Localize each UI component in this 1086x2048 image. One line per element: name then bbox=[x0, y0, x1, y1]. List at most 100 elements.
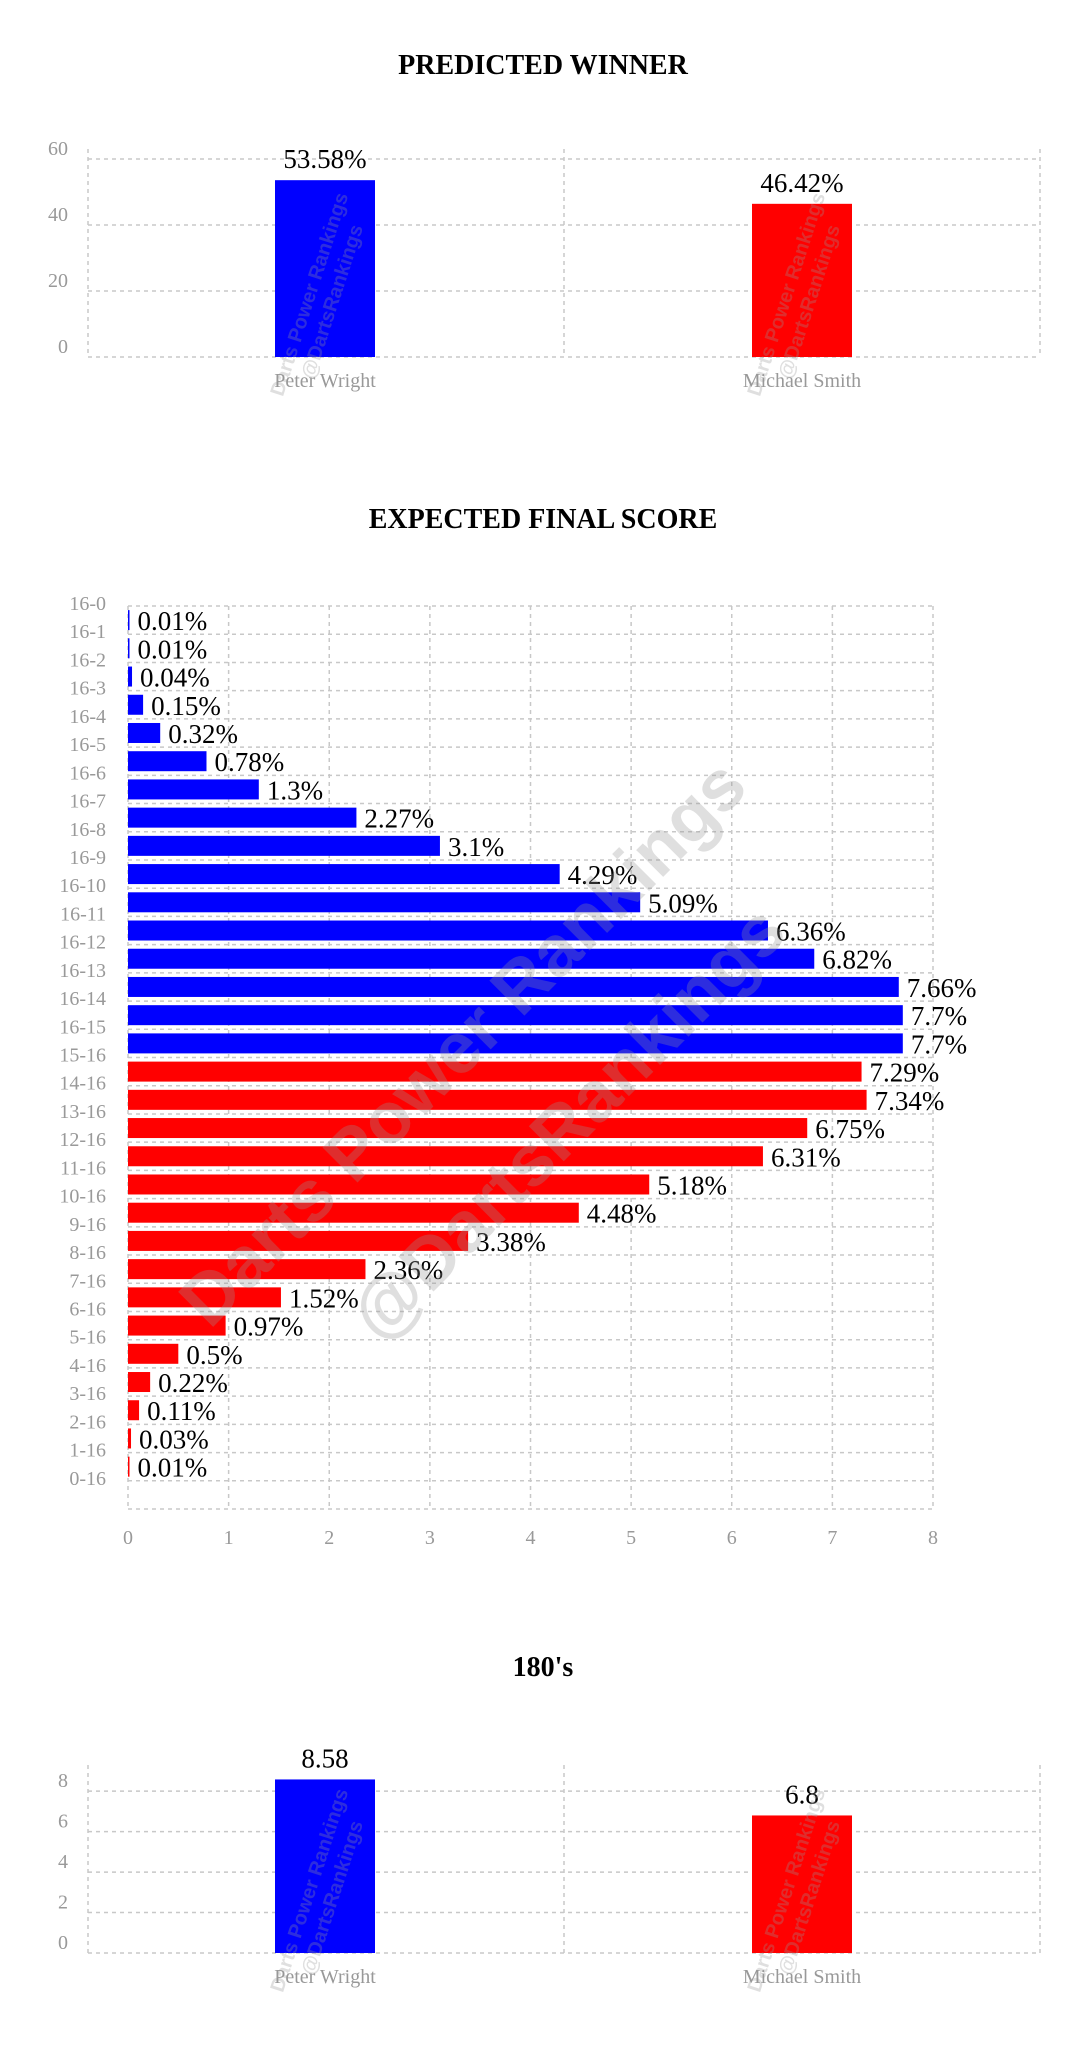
data-label-2-16: 0.03% bbox=[139, 1424, 209, 1454]
y-tick-label-15-16: 15-16 bbox=[59, 1045, 106, 1067]
bar-2-16 bbox=[128, 1428, 132, 1449]
x-tick-label: 5 bbox=[626, 1527, 636, 1549]
x-tick-label-peter-wright: Peter Wright bbox=[274, 370, 376, 392]
data-label-peter-wright: 8.58 bbox=[301, 1743, 348, 1773]
bar-12-16 bbox=[128, 1146, 763, 1167]
bar-10-16 bbox=[128, 1202, 579, 1223]
data-label-1-16: 0.01% bbox=[138, 1453, 208, 1483]
y-tick-label-16-6: 16-6 bbox=[69, 762, 106, 784]
data-label-3-16: 0.11% bbox=[147, 1396, 216, 1426]
bar-16-5 bbox=[128, 751, 207, 772]
data-label-9-16: 3.38% bbox=[476, 1227, 546, 1257]
chart-expected-final-score: 0 1 2 3 4 5 6 7 8 16-0 0.01% 16-1 0.01% 16-2 0.04% 16-3… bbox=[59, 593, 977, 1549]
y-tick-label-2-16: 2-16 bbox=[69, 1411, 106, 1433]
y-tick-label-3-16: 3-16 bbox=[69, 1383, 106, 1405]
y-tick-label-16-10: 16-10 bbox=[59, 875, 106, 897]
chart-title-expected-final-score: EXPECTED FINAL SCORE bbox=[368, 504, 718, 535]
data-label-16-14: 7.7% bbox=[911, 1001, 967, 1031]
y-tick-label-16-14: 16-14 bbox=[59, 988, 106, 1010]
y-tick-label: 4 bbox=[58, 1851, 68, 1873]
bar-16-14 bbox=[128, 1005, 903, 1026]
x-tick-label-michael-smith: Michael Smith bbox=[743, 370, 861, 392]
bar-16-6 bbox=[128, 779, 259, 800]
bar-peter-wright bbox=[275, 1779, 375, 1953]
data-label-15-16: 7.29% bbox=[870, 1058, 940, 1088]
data-label-peter-wright: 53.58% bbox=[283, 144, 366, 174]
bar-16-12 bbox=[128, 948, 815, 969]
y-tick-label-16-5: 16-5 bbox=[69, 734, 106, 756]
data-label-16-5: 0.78% bbox=[214, 747, 284, 777]
data-label-16-10: 5.09% bbox=[648, 888, 718, 918]
y-tick-label-12-16: 12-16 bbox=[59, 1129, 106, 1151]
y-tick-label-1-16: 1-16 bbox=[69, 1440, 106, 1462]
bar-16-4 bbox=[128, 722, 161, 743]
bar-16-1 bbox=[128, 638, 130, 659]
y-tick-label-16-15: 16-15 bbox=[59, 1016, 106, 1038]
y-tick-label-9-16: 9-16 bbox=[69, 1214, 106, 1236]
y-tick-label-16-0: 16-0 bbox=[69, 593, 106, 615]
bar-8-16 bbox=[128, 1259, 366, 1280]
x-tick-label: 7 bbox=[827, 1527, 837, 1549]
bar-16-15 bbox=[128, 1033, 903, 1054]
y-tick-label-6-16: 6-16 bbox=[69, 1298, 106, 1320]
data-label-16-15: 7.7% bbox=[911, 1029, 967, 1059]
data-label-7-16: 1.52% bbox=[289, 1283, 359, 1313]
y-tick-label-7-16: 7-16 bbox=[69, 1270, 106, 1292]
y-tick-label: 40 bbox=[48, 204, 68, 226]
bar-7-16 bbox=[128, 1287, 281, 1308]
y-tick-label: 6 bbox=[58, 1811, 68, 1833]
bar-peter-wright bbox=[275, 180, 375, 357]
data-label-16-3: 0.15% bbox=[151, 691, 221, 721]
x-tick-label: 1 bbox=[224, 1527, 234, 1549]
y-tick-label: 2 bbox=[58, 1892, 68, 1914]
data-label-16-12: 6.82% bbox=[822, 945, 892, 975]
bar-9-16 bbox=[128, 1230, 469, 1251]
data-label-14-16: 7.34% bbox=[875, 1086, 945, 1116]
y-tick-label-5-16: 5-16 bbox=[69, 1327, 106, 1349]
bar-16-11 bbox=[128, 920, 768, 941]
y-tick-label-16-13: 16-13 bbox=[59, 960, 106, 982]
data-label-13-16: 6.75% bbox=[815, 1114, 885, 1144]
data-label-4-16: 0.22% bbox=[158, 1368, 228, 1398]
x-tick-label: 2 bbox=[324, 1527, 334, 1549]
y-tick-label-10-16: 10-16 bbox=[59, 1186, 106, 1208]
y-tick-label: 20 bbox=[48, 270, 68, 292]
y-tick-label-16-2: 16-2 bbox=[69, 649, 106, 671]
data-label-5-16: 0.5% bbox=[186, 1340, 242, 1370]
bar-1-16 bbox=[128, 1456, 130, 1477]
bar-michael-smith bbox=[752, 1815, 852, 1953]
x-tick-label-peter-wright: Peter Wright bbox=[274, 1966, 376, 1988]
data-label-16-0: 0.01% bbox=[138, 606, 208, 636]
y-tick-label-0-16: 0-16 bbox=[69, 1468, 106, 1490]
bar-6-16 bbox=[128, 1315, 226, 1336]
bar-5-16 bbox=[128, 1343, 179, 1364]
data-label-16-9: 4.29% bbox=[568, 860, 638, 890]
y-tick-label: 0 bbox=[58, 336, 68, 358]
data-label-16-13: 7.66% bbox=[907, 973, 977, 1003]
data-label-11-16: 5.18% bbox=[657, 1170, 727, 1200]
data-label-10-16: 4.48% bbox=[587, 1199, 657, 1229]
x-tick-label-michael-smith: Michael Smith bbox=[743, 1966, 861, 1988]
bar-16-8 bbox=[128, 835, 440, 856]
y-tick-label-4-16: 4-16 bbox=[69, 1355, 106, 1377]
y-tick-label-11-16: 11-16 bbox=[60, 1157, 106, 1179]
data-label-16-1: 0.01% bbox=[138, 634, 208, 664]
y-tick-label-14-16: 14-16 bbox=[59, 1073, 106, 1095]
chart-title-predicted-winner: PREDICTED WINNER bbox=[398, 50, 688, 81]
y-tick-label: 0 bbox=[58, 1932, 68, 1954]
y-tick-label-16-9: 16-9 bbox=[69, 847, 106, 869]
chart-title-180s: 180's bbox=[512, 1652, 574, 1683]
data-label-16-11: 6.36% bbox=[776, 917, 846, 947]
y-tick-label-16-7: 16-7 bbox=[69, 791, 106, 813]
y-tick-label-13-16: 13-16 bbox=[59, 1101, 106, 1123]
bar-14-16 bbox=[128, 1089, 867, 1110]
y-tick-label-16-3: 16-3 bbox=[69, 678, 106, 700]
data-label-8-16: 2.36% bbox=[373, 1255, 443, 1285]
x-tick-label: 3 bbox=[425, 1527, 435, 1549]
data-label-16-4: 0.32% bbox=[168, 719, 238, 749]
data-label-michael-smith: 46.42% bbox=[760, 168, 843, 198]
y-tick-label-16-1: 16-1 bbox=[69, 621, 106, 643]
data-label-6-16: 0.97% bbox=[234, 1312, 304, 1342]
